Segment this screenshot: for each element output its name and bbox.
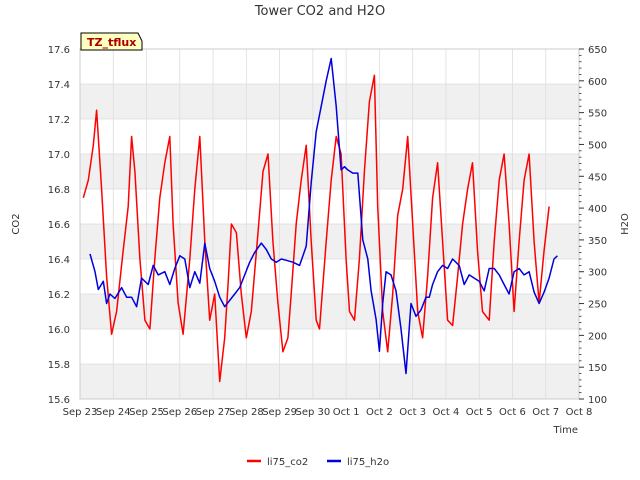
- y-left-tick-label: 15.8: [48, 360, 70, 371]
- y-right-tick-label: 550: [588, 109, 607, 120]
- series-lines: [82, 57, 558, 383]
- legend-label-co2: li75_co2: [267, 457, 308, 468]
- y-right-tick-label: 450: [588, 172, 607, 183]
- y-right-tick-label: 500: [588, 140, 607, 151]
- y-left-tick-label: 16.4: [48, 255, 70, 266]
- y-right-tick-label: 200: [588, 331, 607, 342]
- left-y-axis-ticks: 15.6 15.8 16.0 16.2 16.4 16.6 16.8 17.0 17.2 17.4…: [48, 45, 70, 406]
- x-tick-label: Oct 5: [466, 407, 493, 418]
- y-right-tick-label: 100: [588, 395, 607, 406]
- y-axis-right-label: H2O: [620, 213, 631, 235]
- x-tick-label: Oct 4: [433, 407, 460, 418]
- y-right-tick-label: 250: [588, 300, 607, 311]
- legend-label-h2o: li75_h2o: [347, 457, 389, 468]
- y-left-tick-label: 17.0: [48, 150, 70, 161]
- series-line-li75_co2: [82, 74, 550, 383]
- plot-band: [80, 364, 579, 399]
- y-left-tick-label: 16.2: [48, 290, 70, 301]
- y-right-tick-label: 600: [588, 77, 607, 88]
- x-tick-label: Sep 27: [196, 407, 231, 418]
- x-tick-label: Oct 8: [566, 407, 593, 418]
- y-left-tick-label: 16.6: [48, 220, 70, 231]
- x-tick-label: Sep 24: [96, 407, 131, 418]
- plot-band: [80, 294, 579, 329]
- y-left-tick-label: 15.6: [48, 395, 70, 406]
- chart-title: Tower CO2 and H2O: [254, 4, 385, 19]
- site-badge-box: [80, 32, 143, 51]
- y-left-tick-label: 16.8: [48, 185, 70, 196]
- y-left-tick-label: 17.4: [48, 80, 70, 91]
- x-tick-label: Sep 25: [129, 407, 164, 418]
- x-tick-label: Sep 29: [262, 407, 297, 418]
- x-tick-label: Sep 26: [162, 407, 197, 418]
- right-y-axis-ticks: 100 150 200 250 300 350 400 450 500 550 600 650: [579, 45, 607, 406]
- x-tick-label: Oct 7: [532, 407, 559, 418]
- site-badge-label: TZ_tflux: [87, 36, 136, 49]
- x-tick-label: Oct 3: [399, 407, 426, 418]
- x-tick-label: Oct 2: [366, 407, 393, 418]
- x-tick-label: Oct 6: [499, 407, 526, 418]
- y-right-tick-label: 650: [588, 45, 607, 56]
- x-tick-label: Sep 30: [295, 407, 330, 418]
- plot-frame: [79, 48, 580, 400]
- y-right-tick-label: 150: [588, 363, 607, 374]
- series-line-li75_h2o: [89, 57, 558, 375]
- site-badge: TZ_tflux: [80, 32, 143, 51]
- plot-band: [80, 84, 579, 119]
- legend: li75_co2 li75_h2o: [247, 457, 389, 468]
- y-left-tick-label: 17.2: [48, 115, 70, 126]
- y-left-tick-label: 16.0: [48, 325, 70, 336]
- x-tick-label: Sep 28: [229, 407, 264, 418]
- plot-background-bands: [80, 84, 579, 399]
- x-tick-label: Oct 1: [333, 407, 360, 418]
- y-right-tick-label: 350: [588, 236, 607, 247]
- y-left-tick-label: 17.6: [48, 45, 70, 56]
- y-right-tick-label: 300: [588, 268, 607, 279]
- y-axis-left-label: CO2: [11, 213, 22, 234]
- y-right-tick-label: 400: [588, 204, 607, 215]
- x-axis-label: Time: [553, 425, 578, 436]
- x-tick-label: Sep 23: [63, 407, 98, 418]
